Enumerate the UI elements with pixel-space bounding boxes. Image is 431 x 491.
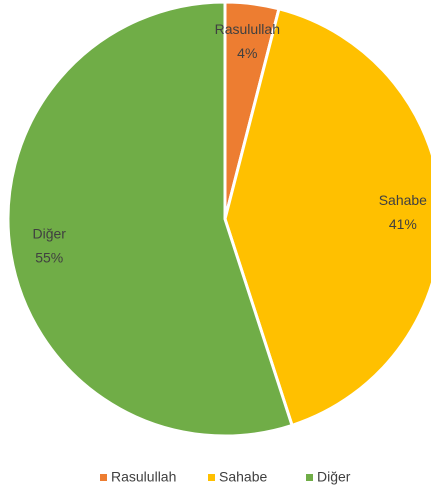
slice-value: 41%	[389, 216, 417, 232]
slice-label: Sahabe	[379, 192, 427, 208]
pie-slice	[6, 0, 294, 438]
slice-value: 4%	[237, 45, 257, 61]
legend-label: Rasulullah	[111, 469, 176, 485]
pie-slice	[223, 6, 431, 428]
slice-label: Rasulullah	[215, 21, 280, 37]
legend-label: Diğer	[317, 469, 351, 485]
slice-value: 55%	[35, 250, 63, 266]
slice-label: Diğer	[33, 226, 67, 242]
legend-marker	[208, 474, 215, 481]
legend-marker	[306, 474, 313, 481]
legend-label: Sahabe	[219, 469, 267, 485]
legend-marker	[100, 474, 107, 481]
